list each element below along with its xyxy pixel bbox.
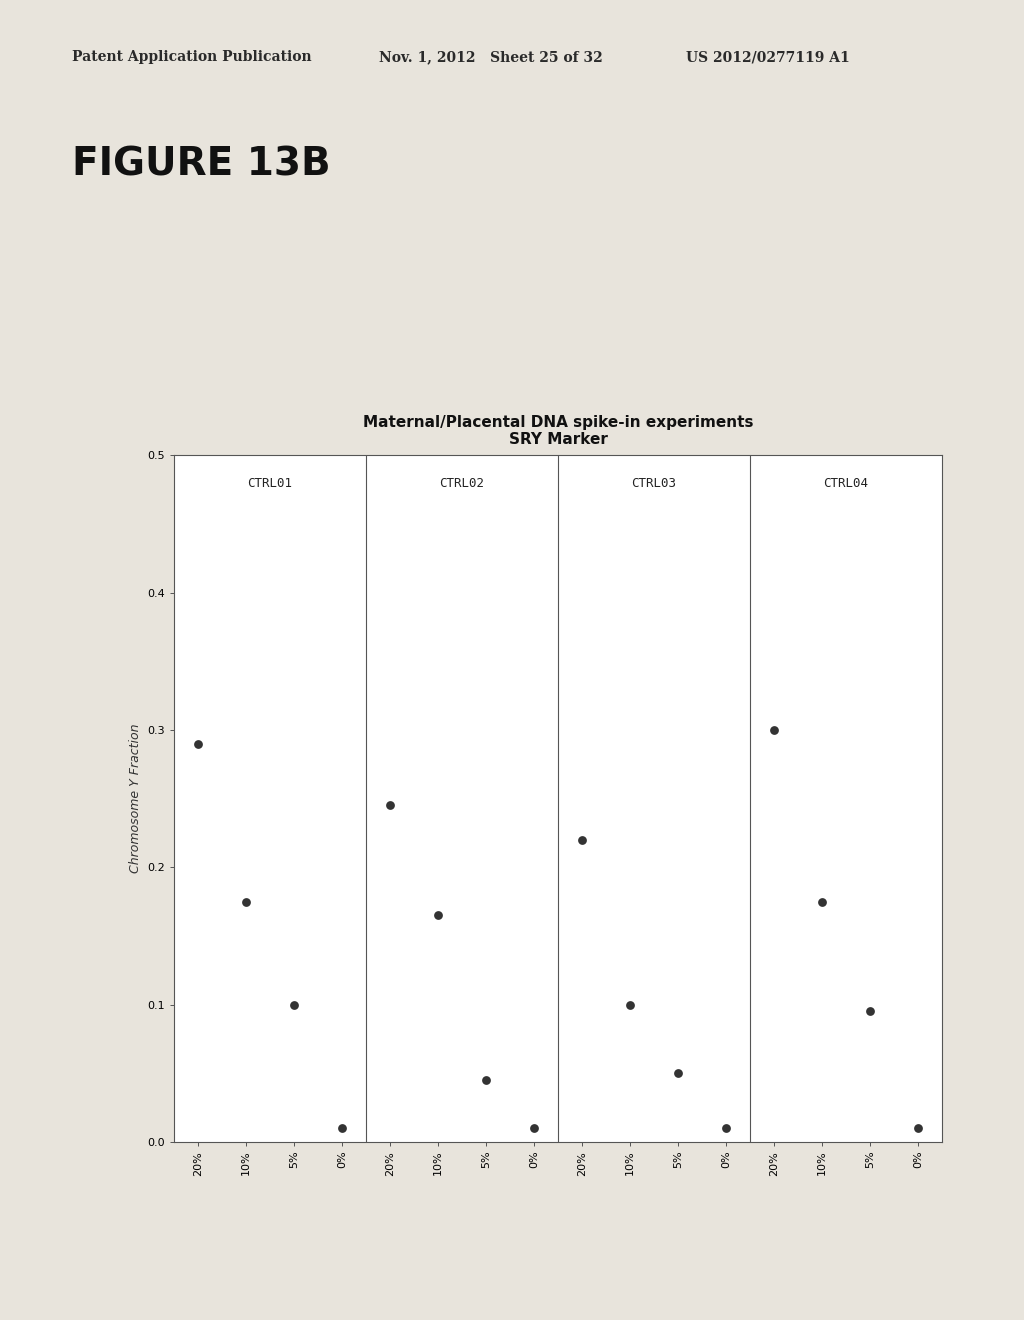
Point bbox=[286, 994, 302, 1015]
Text: US 2012/0277119 A1: US 2012/0277119 A1 bbox=[686, 50, 850, 65]
Point bbox=[238, 891, 254, 912]
Text: Nov. 1, 2012   Sheet 25 of 32: Nov. 1, 2012 Sheet 25 of 32 bbox=[379, 50, 603, 65]
Point bbox=[910, 1118, 927, 1139]
Point bbox=[334, 1118, 350, 1139]
Text: CTRL04: CTRL04 bbox=[823, 478, 868, 490]
Point bbox=[622, 994, 638, 1015]
Point bbox=[478, 1069, 495, 1090]
Point bbox=[526, 1118, 543, 1139]
Point bbox=[189, 733, 206, 754]
Text: CTRL01: CTRL01 bbox=[248, 478, 293, 490]
Point bbox=[670, 1063, 686, 1084]
Point bbox=[573, 829, 590, 850]
Point bbox=[382, 795, 398, 816]
Point bbox=[862, 1001, 879, 1022]
Text: CTRL02: CTRL02 bbox=[439, 478, 484, 490]
Point bbox=[814, 891, 830, 912]
Point bbox=[430, 904, 446, 925]
Text: Patent Application Publication: Patent Application Publication bbox=[72, 50, 311, 65]
Text: CTRL03: CTRL03 bbox=[632, 478, 677, 490]
Y-axis label: Chromosome Y Fraction: Chromosome Y Fraction bbox=[129, 723, 141, 874]
Text: FIGURE 13B: FIGURE 13B bbox=[72, 145, 331, 183]
Point bbox=[718, 1118, 734, 1139]
Point bbox=[766, 719, 782, 741]
Title: Maternal/Placental DNA spike-in experiments
SRY Marker: Maternal/Placental DNA spike-in experime… bbox=[362, 414, 754, 447]
